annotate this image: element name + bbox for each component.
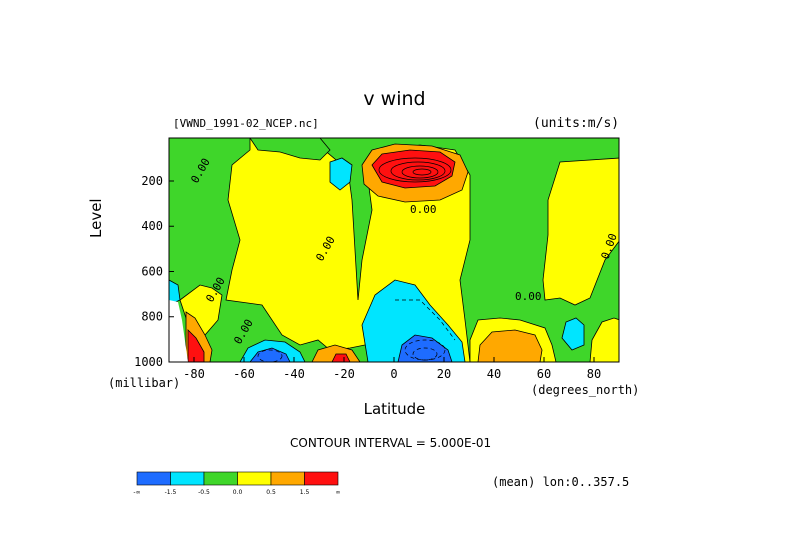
colorbar-label: -1.5 [165, 489, 177, 496]
region-missing-data [169, 300, 188, 362]
y-axis-unit: (millibar) [108, 376, 181, 390]
x-tick-label: -20 [333, 367, 355, 381]
region-cyan-north [329, 157, 353, 191]
region-cyan-west [169, 279, 181, 306]
cyan-dash-contour [395, 299, 456, 341]
y-tick-label: 200 [141, 174, 163, 188]
units-label: (units:m/s) [533, 116, 620, 131]
y-tick-label: 400 [141, 219, 163, 233]
colorbar-swatch [270, 471, 305, 486]
jet-ring [401, 165, 439, 179]
x-axis-unit: (degrees_north) [531, 383, 640, 397]
contour-field [169, 138, 619, 362]
x-tick-label: 80 [587, 367, 601, 381]
x-axis-label: Latitude [363, 400, 426, 418]
colorbar-label: 0.0 [233, 489, 243, 496]
blue-ring [412, 347, 438, 361]
colorbar-label: -∞ [133, 489, 140, 496]
colorbar-swatch [237, 471, 272, 486]
region-yellow-far-east [589, 317, 619, 362]
contour-label: 0.00 [515, 290, 542, 303]
colorbar-label: 0.5 [266, 489, 276, 496]
region-red-southwest [187, 329, 205, 362]
region-orange-east [477, 329, 543, 362]
y-tick-label: 1000 [134, 355, 163, 369]
colorbar-label: 1.5 [300, 489, 310, 496]
y-tick-label: 800 [141, 310, 163, 324]
x-tick-label: -60 [233, 367, 255, 381]
contour-label: 0.00 [410, 203, 437, 216]
region-cyan-central [361, 279, 466, 362]
jet-ring [390, 161, 446, 181]
x-tick-label: 40 [487, 367, 501, 381]
region-green-central [309, 138, 619, 362]
x-tick-label: 60 [537, 367, 551, 381]
y-tick-label: 600 [141, 264, 163, 278]
colorbar-label: -0.5 [198, 489, 210, 496]
region-blue-south [249, 347, 291, 362]
colorbar-swatch [136, 471, 171, 486]
file-label: [VWND_1991-02_NCEP.nc] [173, 117, 319, 130]
x-tick-label: -80 [183, 367, 205, 381]
blue-ring [257, 349, 283, 362]
x-tick-label: 20 [437, 367, 451, 381]
jet-ring [412, 168, 432, 176]
x-tick-label: -40 [283, 367, 305, 381]
colorbar-label: ∞ [336, 489, 341, 496]
colorbar-swatch [170, 471, 205, 486]
chart-title: v wind [363, 88, 426, 110]
mean-lon-label: (mean) lon:0..357.5 [492, 475, 630, 489]
jet-ring [378, 157, 452, 183]
region-green-north-band [249, 138, 331, 161]
region-red-south [331, 353, 351, 362]
jet-contour-rings [257, 157, 456, 362]
contour-interval-label: CONTOUR INTERVAL = 5.000E-01 [290, 436, 492, 450]
colorbar: -∞ -1.5 -0.5 0.0 0.5 1.5 ∞ [133, 471, 341, 496]
axes: -80 -60 -40 -20 0 20 40 60 80 200 400 600 800 1000 [134, 174, 601, 381]
colorbar-swatch [203, 471, 238, 486]
region-blue-central [397, 334, 453, 362]
x-tick-label: 0 [390, 367, 397, 381]
region-cyan-east [561, 317, 585, 351]
colorbar-swatch [304, 471, 339, 486]
